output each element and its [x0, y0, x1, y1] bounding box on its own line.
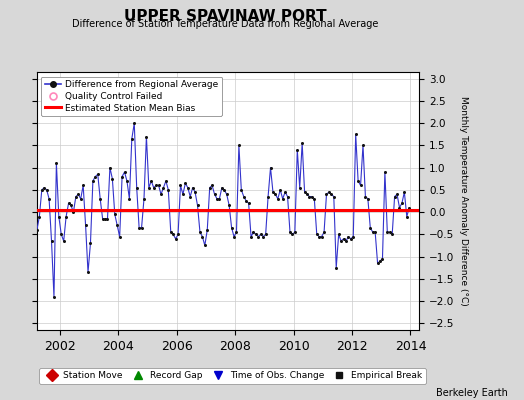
- Text: Berkeley Earth: Berkeley Earth: [436, 388, 508, 398]
- Legend: Station Move, Record Gap, Time of Obs. Change, Empirical Break: Station Move, Record Gap, Time of Obs. C…: [39, 368, 426, 384]
- Y-axis label: Monthly Temperature Anomaly Difference (°C): Monthly Temperature Anomaly Difference (…: [459, 96, 468, 306]
- Legend: Difference from Regional Average, Quality Control Failed, Estimated Station Mean: Difference from Regional Average, Qualit…: [41, 76, 222, 116]
- Text: Difference of Station Temperature Data from Regional Average: Difference of Station Temperature Data f…: [72, 19, 378, 29]
- Text: UPPER SPAVINAW PORT: UPPER SPAVINAW PORT: [124, 9, 326, 24]
